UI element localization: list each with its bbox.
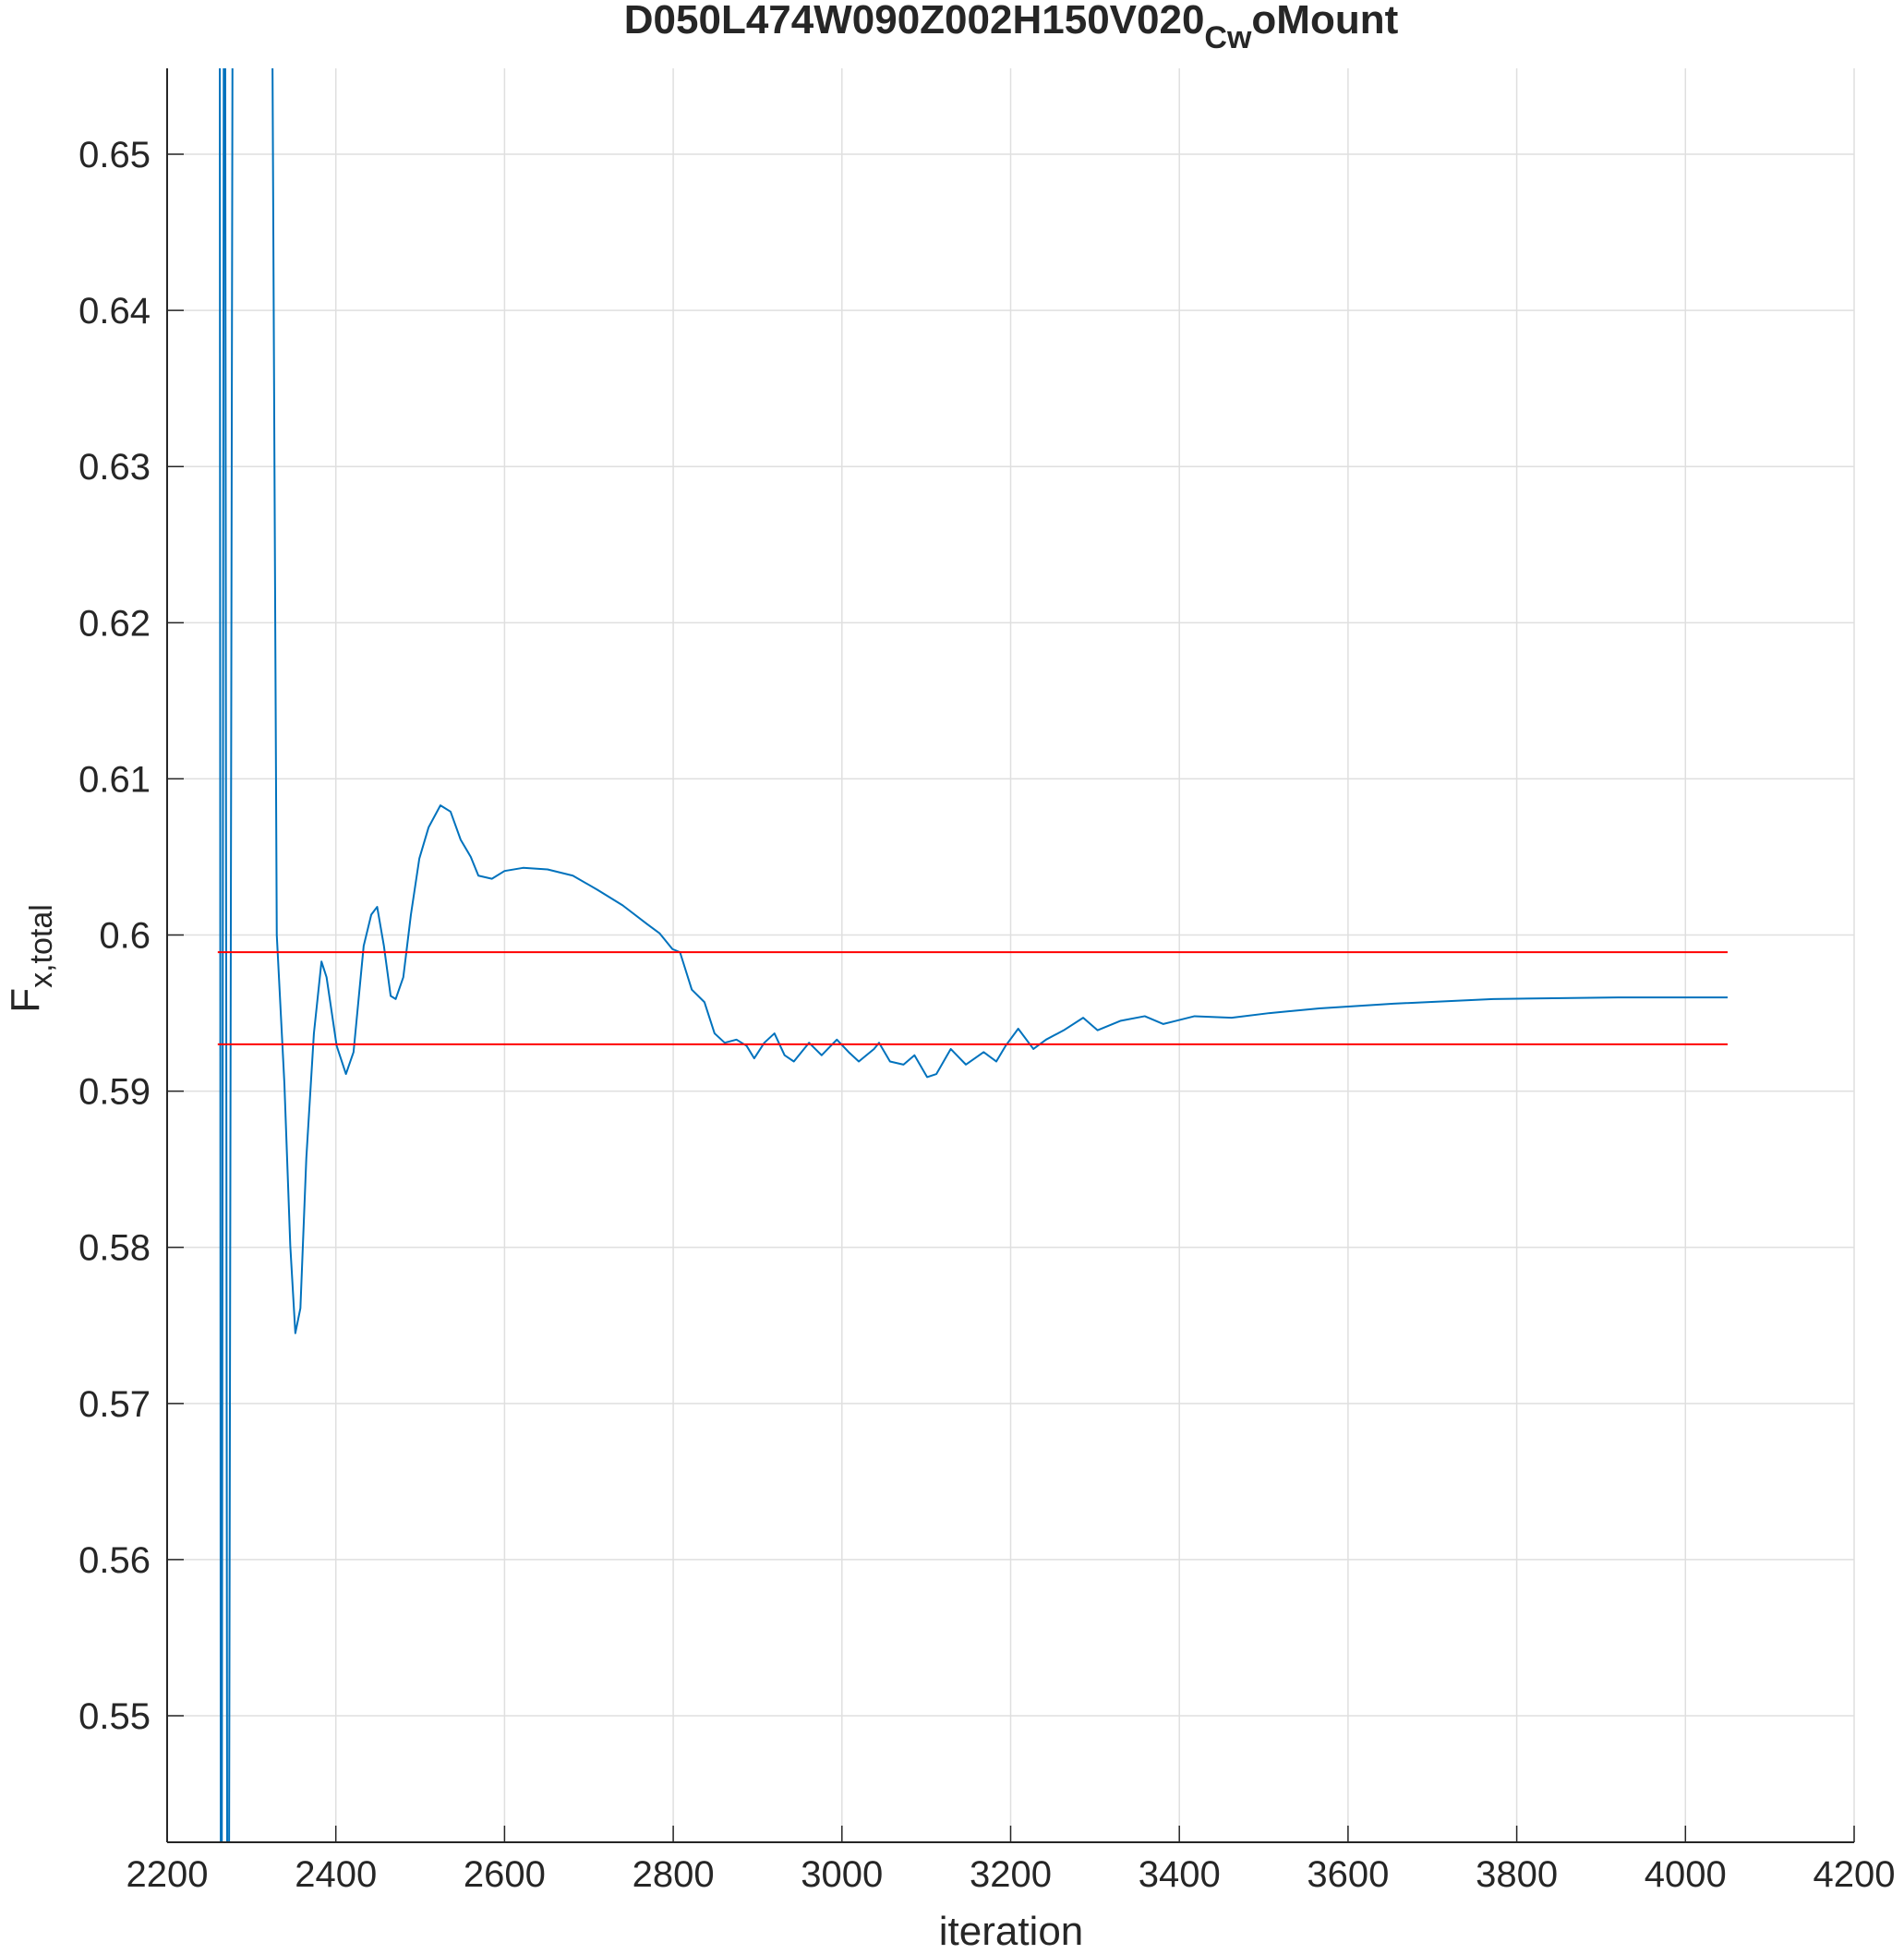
x-tick-label: 3800 — [1476, 1854, 1558, 1895]
y-tick-label: 0.55 — [78, 1696, 151, 1737]
x-tick-label: 4200 — [1814, 1854, 1896, 1895]
plot-area — [217, 68, 1728, 1842]
y-tick-label: 0.58 — [78, 1228, 151, 1269]
title-rest: oMount — [1251, 0, 1398, 42]
x-axis-label: iteration — [939, 1909, 1084, 1954]
y-tick-label: 0.64 — [78, 291, 151, 332]
x-tick-label: 2400 — [295, 1854, 377, 1895]
x-tick-label: 2800 — [633, 1854, 715, 1895]
y-label-subscript: x,total — [24, 904, 59, 988]
x-tick-label: 2200 — [127, 1854, 209, 1895]
x-tick-label: 3400 — [1139, 1854, 1221, 1895]
y-tick-label: 0.62 — [78, 603, 151, 644]
y-tick-label: 0.57 — [78, 1384, 151, 1425]
x-tick-label: 2600 — [464, 1854, 546, 1895]
y-tick-label: 0.56 — [78, 1540, 151, 1581]
y-axis-label: Fx,total — [3, 904, 59, 1013]
y-tick-label: 0.65 — [78, 135, 151, 175]
y-tick-label: 0.63 — [78, 447, 151, 488]
y-tick-label: 0.6 — [99, 916, 151, 957]
chart-title: D050L474W090Z002H150V020CwoMount — [624, 0, 1399, 55]
grid — [166, 68, 1855, 1842]
x-tick-label: 3200 — [970, 1854, 1052, 1895]
y-label-main: F — [3, 988, 48, 1013]
axes: 2200 2400 2600 2800 3000 3200 3400 3600 3800 4000… — [78, 68, 1895, 1895]
data-line — [219, 68, 1728, 1842]
x-tick-label: 3000 — [801, 1854, 883, 1895]
title-subscript: Cw — [1204, 20, 1252, 55]
y-tick-label: 0.61 — [78, 759, 151, 800]
x-tick-label: 4000 — [1645, 1854, 1727, 1895]
y-tick-label: 0.59 — [78, 1072, 151, 1113]
x-tick-label: 3600 — [1307, 1854, 1389, 1895]
title-main: D050L474W090Z002H150V020 — [624, 0, 1205, 42]
